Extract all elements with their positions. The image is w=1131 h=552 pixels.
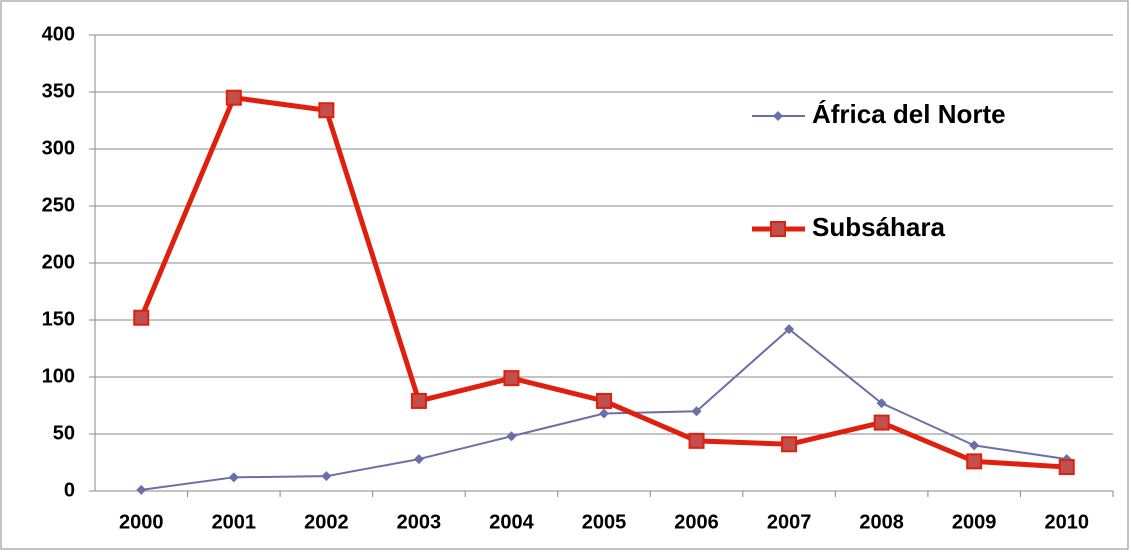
data-point — [413, 454, 424, 465]
data-point — [781, 436, 798, 453]
data-point — [969, 440, 980, 451]
data-point — [873, 414, 890, 431]
y-tick-label: 300 — [42, 137, 75, 159]
data-point — [876, 398, 887, 409]
x-tick-label: 2001 — [212, 511, 257, 533]
data-point — [506, 431, 517, 442]
data-point — [410, 392, 427, 409]
y-tick-label: 100 — [42, 365, 75, 387]
y-tick-label: 150 — [42, 308, 75, 330]
legend-marker — [773, 111, 783, 121]
data-point — [318, 102, 335, 119]
y-tick-label: 50 — [53, 422, 75, 444]
data-point — [599, 408, 609, 419]
x-tick-label: 2000 — [119, 511, 164, 533]
data-point — [133, 309, 150, 326]
y-tick-label: 200 — [42, 251, 75, 273]
x-tick-label: 2003 — [397, 511, 442, 533]
data-point — [1058, 459, 1075, 476]
data-point — [136, 484, 147, 495]
data-point — [503, 370, 520, 387]
x-tick-label: 2007 — [767, 511, 812, 533]
data-point — [225, 89, 242, 106]
data-point — [966, 453, 983, 470]
x-tick-label: 2004 — [489, 511, 534, 533]
y-tick-label: 250 — [42, 194, 75, 216]
data-point — [228, 472, 239, 483]
x-tick-label: 2008 — [859, 511, 904, 533]
legend-label: Subsáhara — [812, 212, 945, 242]
y-tick-label: 350 — [42, 80, 75, 102]
data-point — [691, 406, 702, 417]
data-point — [784, 324, 795, 335]
data-point — [688, 432, 705, 449]
legend-marker — [770, 221, 786, 237]
y-tick-label: 400 — [42, 23, 75, 45]
x-tick-label: 2002 — [304, 511, 349, 533]
x-tick-label: 2009 — [952, 511, 997, 533]
x-tick-label: 2010 — [1044, 511, 1089, 533]
x-tick-label: 2005 — [582, 511, 627, 533]
y-tick-label: 0 — [64, 479, 75, 501]
data-point — [321, 471, 332, 482]
x-tick-label: 2006 — [674, 511, 719, 533]
legend-label: África del Norte — [812, 99, 1006, 129]
data-point — [596, 392, 612, 409]
